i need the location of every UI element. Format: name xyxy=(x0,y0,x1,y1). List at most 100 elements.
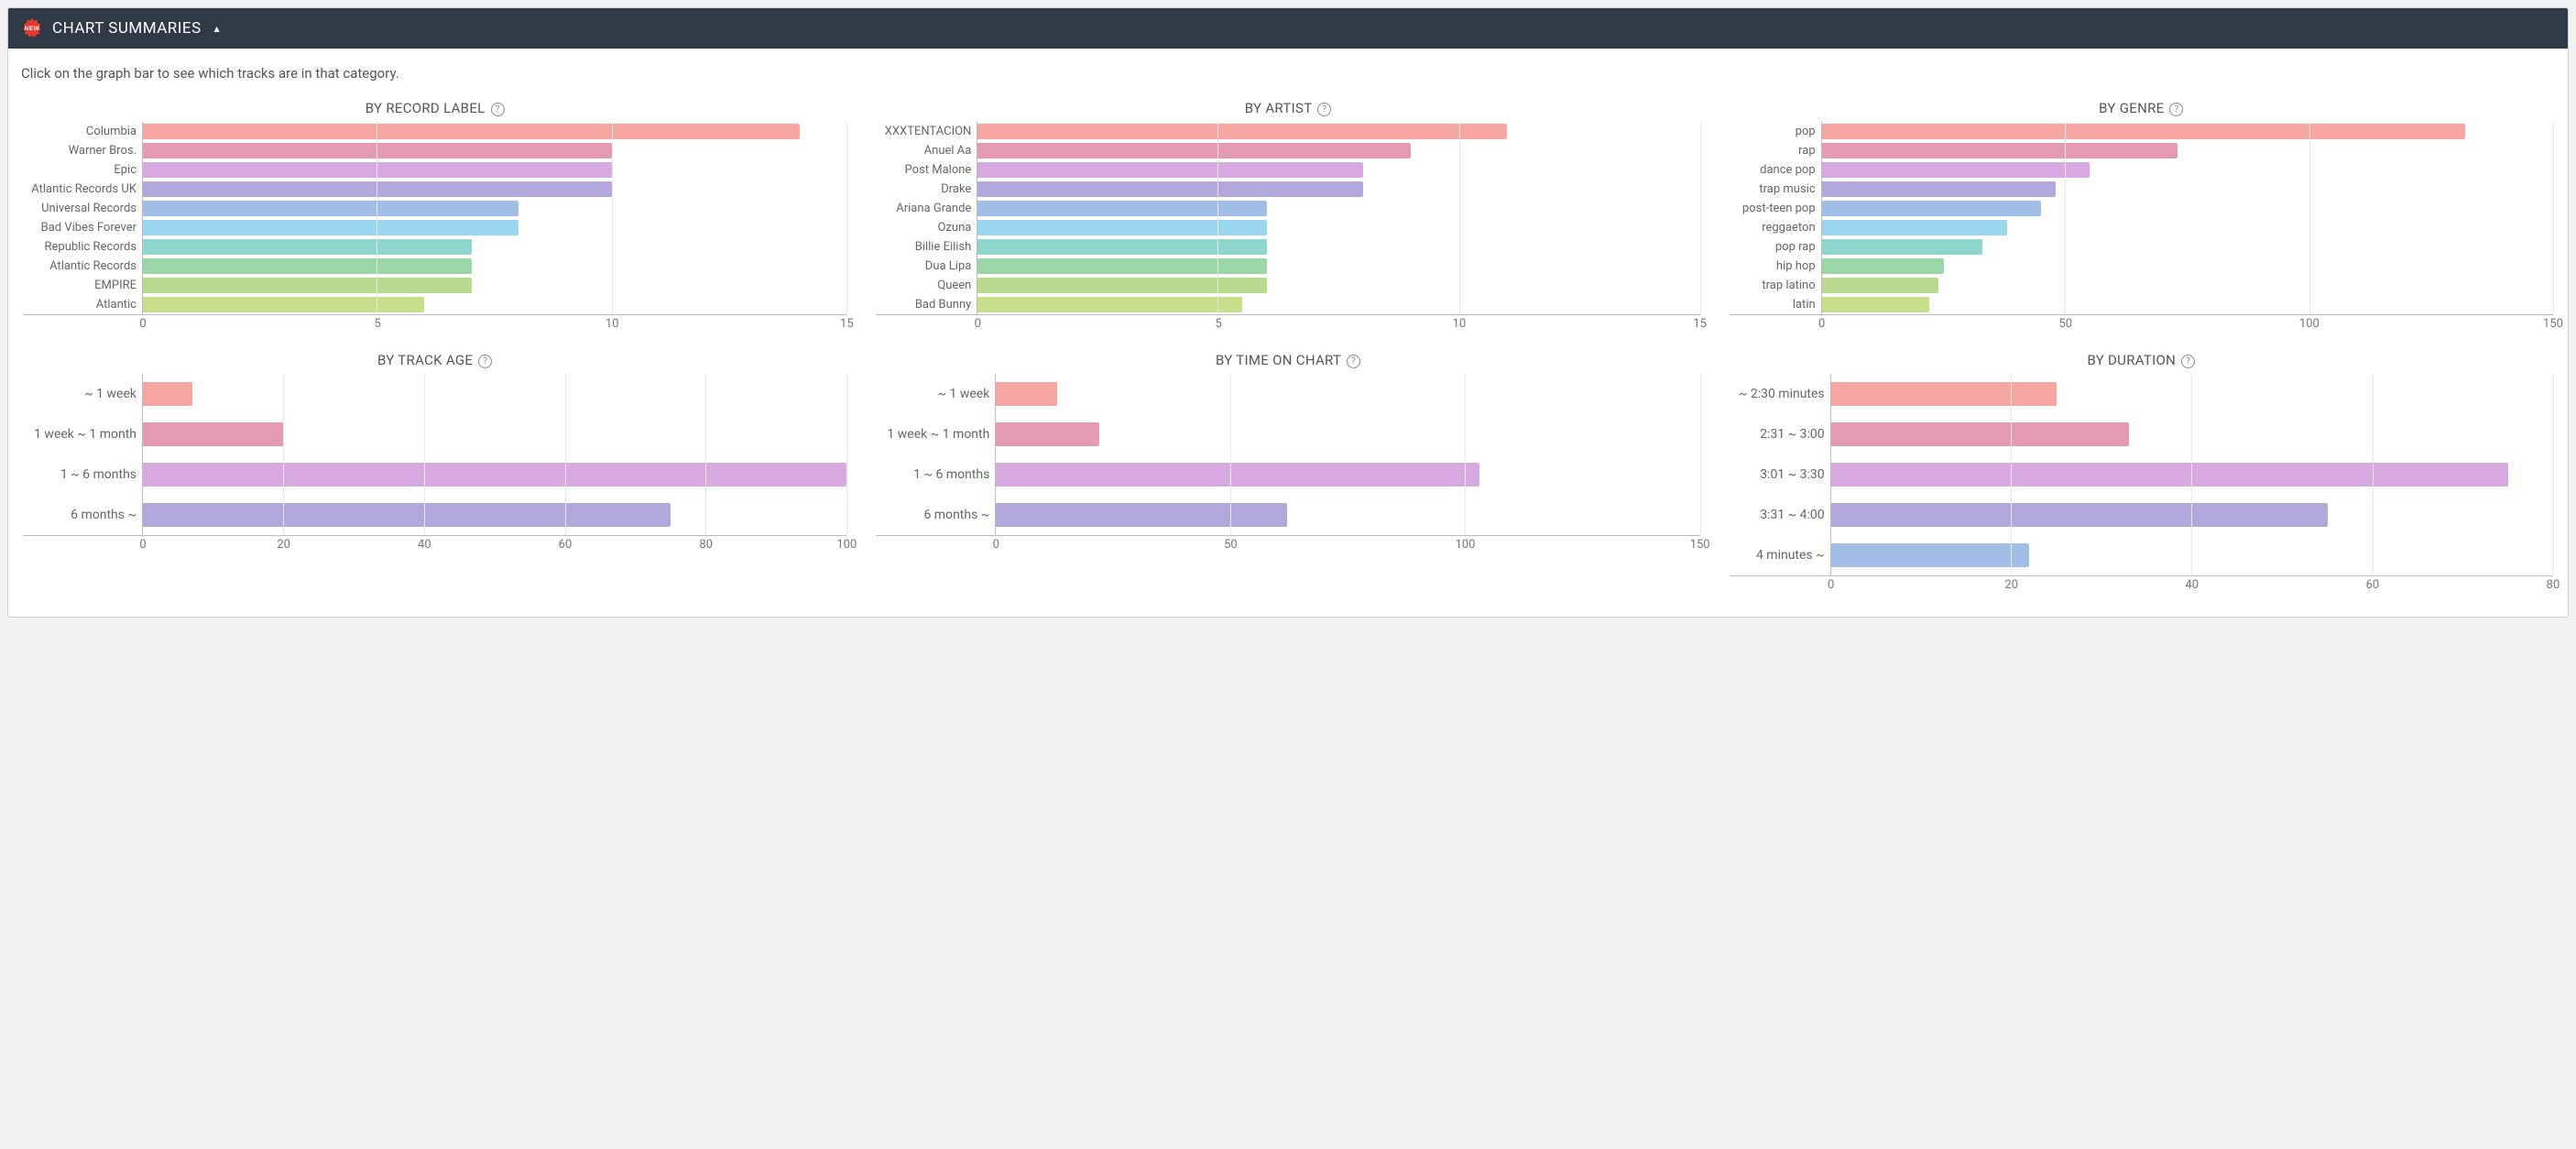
bar-fill[interactable] xyxy=(996,503,1287,527)
x-axis-ticks: 020406080 xyxy=(1830,576,2553,596)
x-axis: 050100150 xyxy=(1730,315,2553,335)
bar-fill[interactable] xyxy=(143,143,612,159)
help-icon[interactable]: ? xyxy=(1347,355,1360,368)
bar-fill[interactable] xyxy=(143,297,424,312)
help-icon[interactable]: ? xyxy=(2169,103,2183,116)
bar-fill[interactable] xyxy=(977,297,1242,312)
chart-title-text: BY DURATION xyxy=(2087,352,2176,368)
bar-track xyxy=(977,122,1699,141)
bar-fill[interactable] xyxy=(143,124,800,139)
bar-fill[interactable] xyxy=(1831,382,2057,406)
bar-fill[interactable] xyxy=(143,278,472,293)
bar-fill[interactable] xyxy=(1822,239,1983,255)
bar-track xyxy=(977,199,1699,218)
bar-fill[interactable] xyxy=(1822,143,2178,159)
bar-row: ~ 1 week xyxy=(876,374,1699,414)
bar-fill[interactable] xyxy=(1831,463,2508,487)
bar-label: EMPIRE xyxy=(23,279,142,292)
bar-fill[interactable] xyxy=(143,503,671,527)
x-tick: 10 xyxy=(1453,317,1467,331)
bar-track xyxy=(1821,122,2553,141)
panel-header[interactable]: NEW CHART SUMMARIES ▴ xyxy=(8,8,2568,49)
bar-track xyxy=(142,237,846,257)
bar-fill[interactable] xyxy=(1822,181,2056,197)
x-axis: 051015 xyxy=(23,315,846,335)
bar-row: pop xyxy=(1730,122,2553,141)
bar-fill[interactable] xyxy=(143,201,518,216)
help-icon[interactable]: ? xyxy=(1317,103,1331,116)
bar-label: Ozuna xyxy=(876,221,977,235)
bar-label: 6 months ~ xyxy=(876,508,995,522)
bar-fill[interactable] xyxy=(1822,297,1929,312)
bar-fill[interactable] xyxy=(977,124,1507,139)
bar-fill[interactable] xyxy=(977,239,1266,255)
bar-fill[interactable] xyxy=(143,239,472,255)
help-icon[interactable]: ? xyxy=(2181,355,2195,368)
bar-fill[interactable] xyxy=(977,220,1266,235)
bar-fill[interactable] xyxy=(1822,220,2007,235)
bar-fill[interactable] xyxy=(977,258,1266,274)
x-axis-ticks: 051015 xyxy=(142,315,846,335)
bar-fill[interactable] xyxy=(977,181,1362,197)
bar-track xyxy=(995,454,1699,495)
x-tick: 60 xyxy=(2366,578,2380,592)
bar-fill[interactable] xyxy=(996,463,1479,487)
bar-row: hip hop xyxy=(1730,257,2553,276)
help-icon[interactable]: ? xyxy=(478,355,492,368)
x-axis-ticks: 051015 xyxy=(977,315,1699,335)
gridline xyxy=(1700,374,1701,535)
bar-fill[interactable] xyxy=(977,278,1266,293)
bar-fill[interactable] xyxy=(996,382,1057,406)
bar-track xyxy=(1830,414,2553,454)
chart-time-on-chart: BY TIME ON CHART ? ~ 1 week1 week ~ 1 mon… xyxy=(870,348,1705,600)
bar-fill[interactable] xyxy=(143,181,612,197)
bar-row: 3:01 ~ 3:30 xyxy=(1730,454,2553,495)
bar-row: Dua Lipa xyxy=(876,257,1699,276)
bar-row: Queen xyxy=(876,276,1699,295)
bar-track xyxy=(1830,495,2553,535)
bar-fill[interactable] xyxy=(1822,162,2090,178)
bar-fill[interactable] xyxy=(143,463,846,487)
x-tick: 80 xyxy=(699,538,713,552)
bar-fill[interactable] xyxy=(977,162,1362,178)
bar-fill[interactable] xyxy=(1822,278,1939,293)
bar-label: Warner Bros. xyxy=(23,144,142,158)
bar-fill[interactable] xyxy=(143,422,284,446)
instruction-text: Click on the graph bar to see which trac… xyxy=(21,65,2555,82)
bar-label: Universal Records xyxy=(23,202,142,215)
x-tick: 5 xyxy=(1215,317,1221,331)
bar-fill[interactable] xyxy=(143,162,612,178)
chart-title-text: BY TIME ON CHART xyxy=(1216,352,1341,368)
bar-track xyxy=(142,160,846,180)
help-icon[interactable]: ? xyxy=(491,103,505,116)
bar-fill[interactable] xyxy=(143,382,192,406)
bar-row: EMPIRE xyxy=(23,276,846,295)
collapse-caret-icon[interactable]: ▴ xyxy=(214,22,221,35)
bar-fill[interactable] xyxy=(977,143,1411,159)
bar-row: rap xyxy=(1730,141,2553,160)
plot-area: ~ 1 week1 week ~ 1 month1 ~ 6 months6 mo… xyxy=(876,374,1699,536)
bar-fill[interactable] xyxy=(1822,258,1944,274)
bar-track xyxy=(142,199,846,218)
chart-title-text: BY ARTIST xyxy=(1245,100,1312,116)
bar-fill[interactable] xyxy=(1822,124,2466,139)
bar-fill[interactable] xyxy=(1831,503,2328,527)
bar-track xyxy=(977,237,1699,257)
bar-fill[interactable] xyxy=(1831,543,2030,567)
bar-fill[interactable] xyxy=(996,422,1099,446)
bar-row: 4 minutes ~ xyxy=(1730,535,2553,575)
bar-track xyxy=(142,257,846,276)
x-tick: 0 xyxy=(1828,578,1834,592)
bar-fill[interactable] xyxy=(1822,201,2041,216)
hbar-chart: ~ 1 week1 week ~ 1 month1 ~ 6 months6 mo… xyxy=(876,374,1699,556)
bar-fill[interactable] xyxy=(143,258,472,274)
x-axis-ticks: 050100150 xyxy=(1821,315,2553,335)
chart-track-age: BY TRACK AGE ?~ 1 week1 week ~ 1 month1 … xyxy=(17,348,852,600)
bar-fill[interactable] xyxy=(1831,422,2129,446)
bar-fill[interactable] xyxy=(977,201,1266,216)
bar-label: 3:01 ~ 3:30 xyxy=(1730,467,1830,482)
hbar-chart: XXXTENTACIONAnuel AaPost MaloneDrakeAria… xyxy=(876,122,1699,335)
bar-track xyxy=(142,276,846,295)
bar-fill[interactable] xyxy=(143,220,518,235)
bar-label: 3:31 ~ 4:00 xyxy=(1730,508,1830,522)
